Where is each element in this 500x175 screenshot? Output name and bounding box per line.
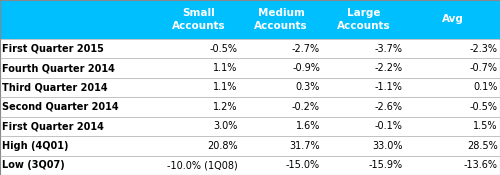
- Text: 0.3%: 0.3%: [296, 82, 320, 93]
- Text: Low (3Q07): Low (3Q07): [2, 160, 65, 170]
- Text: 28.5%: 28.5%: [467, 141, 498, 151]
- Text: -15.9%: -15.9%: [368, 160, 402, 170]
- Text: -10.0% (1Q08): -10.0% (1Q08): [167, 160, 238, 170]
- Text: Large
Accounts: Large Accounts: [337, 8, 390, 31]
- Text: -2.2%: -2.2%: [374, 63, 402, 73]
- FancyBboxPatch shape: [0, 0, 500, 39]
- Text: -0.5%: -0.5%: [470, 102, 498, 112]
- Text: 31.7%: 31.7%: [290, 141, 320, 151]
- Text: Second Quarter 2014: Second Quarter 2014: [2, 102, 119, 112]
- Text: 1.1%: 1.1%: [213, 63, 238, 73]
- Text: -3.7%: -3.7%: [374, 44, 402, 54]
- Text: 0.1%: 0.1%: [473, 82, 498, 93]
- Text: -15.0%: -15.0%: [286, 160, 320, 170]
- Text: 3.0%: 3.0%: [213, 121, 238, 131]
- Text: -0.1%: -0.1%: [374, 121, 402, 131]
- Text: 1.6%: 1.6%: [296, 121, 320, 131]
- Text: Medium
Accounts: Medium Accounts: [254, 8, 308, 31]
- Text: -0.9%: -0.9%: [292, 63, 320, 73]
- Text: -1.1%: -1.1%: [374, 82, 402, 93]
- Text: High (4Q01): High (4Q01): [2, 141, 69, 151]
- Text: 33.0%: 33.0%: [372, 141, 402, 151]
- Text: -0.2%: -0.2%: [292, 102, 320, 112]
- Text: 1.2%: 1.2%: [213, 102, 238, 112]
- Text: Avg: Avg: [442, 15, 464, 24]
- Text: First Quarter 2014: First Quarter 2014: [2, 121, 104, 131]
- Text: -2.3%: -2.3%: [470, 44, 498, 54]
- Text: 1.5%: 1.5%: [473, 121, 498, 131]
- Text: 1.1%: 1.1%: [213, 82, 238, 93]
- Text: -2.7%: -2.7%: [292, 44, 320, 54]
- Text: -13.6%: -13.6%: [464, 160, 498, 170]
- Text: First Quarter 2015: First Quarter 2015: [2, 44, 104, 54]
- Text: -0.5%: -0.5%: [210, 44, 238, 54]
- Text: Small
Accounts: Small Accounts: [172, 8, 226, 31]
- Text: Fourth Quarter 2014: Fourth Quarter 2014: [2, 63, 116, 73]
- Text: Third Quarter 2014: Third Quarter 2014: [2, 82, 108, 93]
- Text: -0.7%: -0.7%: [470, 63, 498, 73]
- Text: 20.8%: 20.8%: [207, 141, 238, 151]
- Text: -2.6%: -2.6%: [374, 102, 402, 112]
